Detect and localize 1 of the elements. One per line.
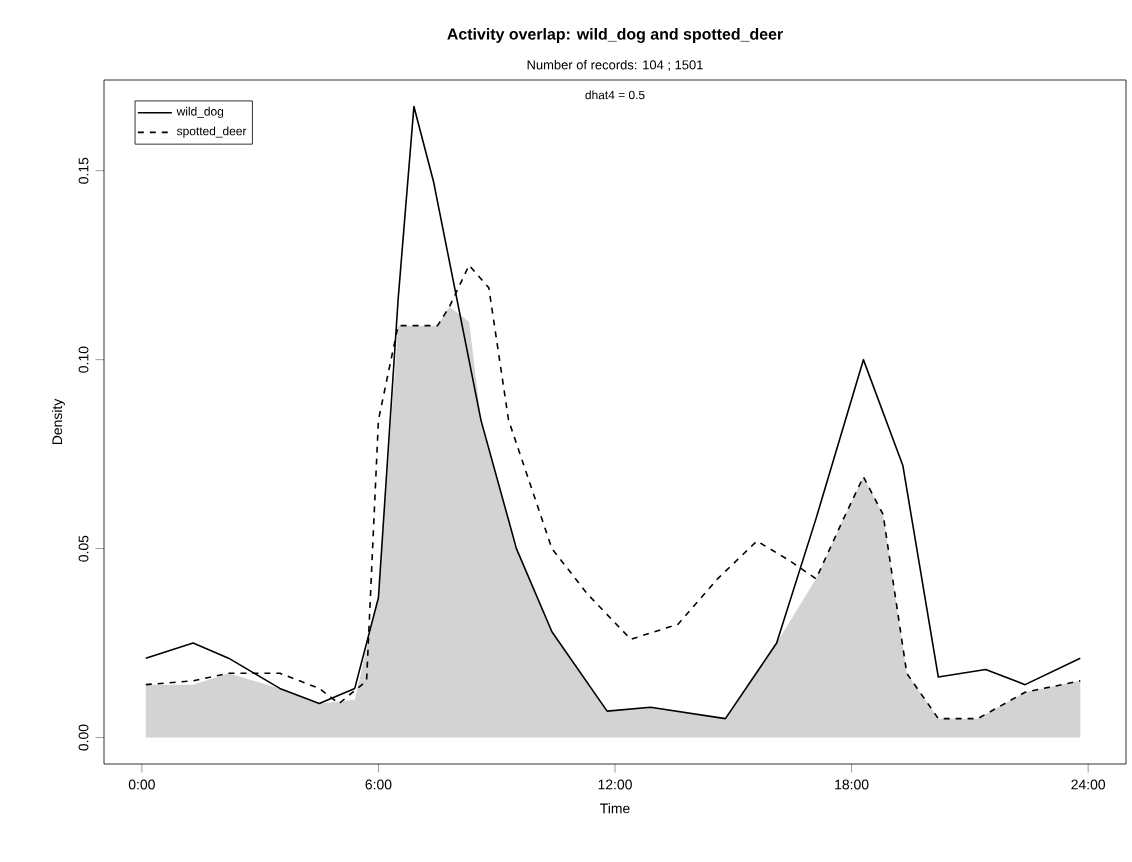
line-series [145, 105, 1082, 720]
